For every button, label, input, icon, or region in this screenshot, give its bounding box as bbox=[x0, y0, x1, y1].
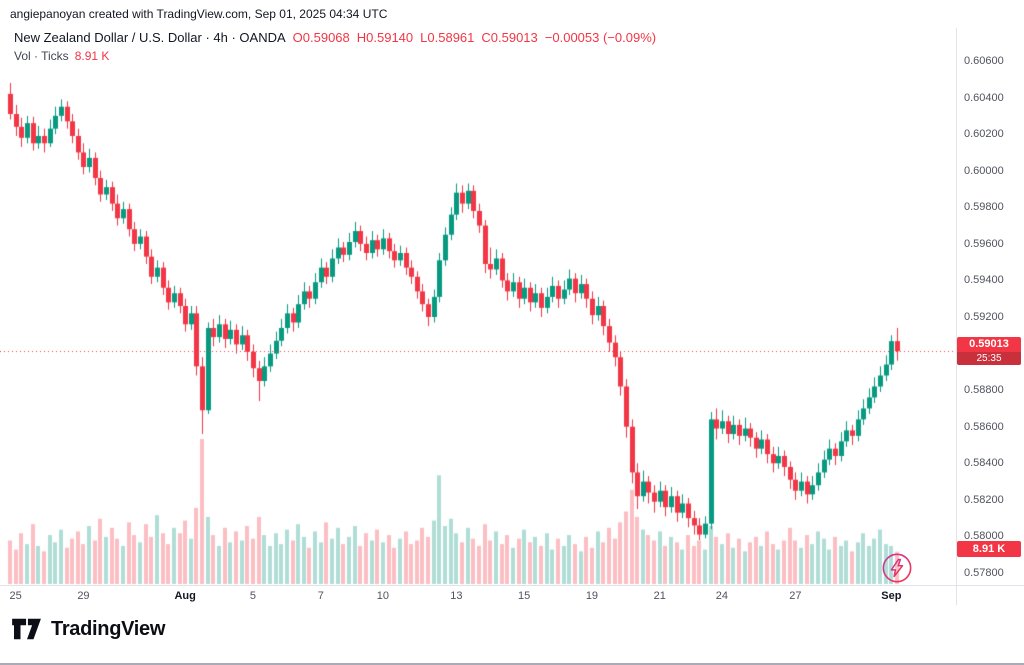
time-axis[interactable]: 25 29 Aug 5 7 10 13 15 19 21 24 27 Sep bbox=[0, 586, 956, 606]
chart-legend: New Zealand Dollar / U.S. Dollar · 4h · … bbox=[14, 29, 656, 65]
symbol-description[interactable]: New Zealand Dollar / U.S. Dollar · 4h · … bbox=[14, 30, 286, 45]
flash-icon bbox=[882, 553, 912, 583]
price-axis-label: 0.57800 bbox=[964, 567, 1004, 579]
ohlc-close: C0.59013 bbox=[481, 30, 538, 45]
ohlc-open: O0.59068 bbox=[292, 30, 350, 45]
price-axis-label: 0.60400 bbox=[964, 91, 1004, 104]
time-axis-label: 15 bbox=[518, 590, 531, 602]
price-axis-label: 0.60200 bbox=[964, 128, 1004, 141]
time-axis-label: 29 bbox=[77, 590, 90, 602]
time-axis-label: Sep bbox=[881, 590, 902, 602]
time-axis-label: 10 bbox=[376, 590, 390, 602]
price-axis-label: 0.58600 bbox=[964, 420, 1004, 433]
time-axis-separator bbox=[0, 585, 1024, 586]
time-axis-label: 25 bbox=[9, 590, 22, 602]
ohlc-high: H0.59140 bbox=[356, 30, 414, 45]
price-axis-label: 0.58000 bbox=[964, 530, 1004, 543]
ohlc-low: L0.58961 bbox=[420, 30, 475, 45]
time-axis-label: 7 bbox=[317, 590, 324, 602]
price-axis-label: 0.58800 bbox=[964, 384, 1004, 397]
price-axis-label: 0.60000 bbox=[964, 164, 1004, 177]
time-axis-label: Aug bbox=[174, 590, 196, 602]
time-axis-label: 5 bbox=[249, 590, 256, 602]
legend-volume-row: Vol · Ticks 8.91 K bbox=[14, 48, 656, 65]
price-axis-label: 0.58200 bbox=[964, 493, 1004, 506]
price-axis-separator bbox=[956, 28, 957, 605]
volume-indicator-label[interactable]: Vol · Ticks bbox=[14, 49, 69, 63]
tradingview-logo-icon bbox=[12, 618, 41, 640]
footer-branding: TradingView bbox=[12, 616, 165, 642]
bar-countdown: 25:35 bbox=[957, 352, 1021, 366]
legend-symbol-row: New Zealand Dollar / U.S. Dollar · 4h · … bbox=[14, 29, 656, 46]
tradingview-logo-text: TradingView bbox=[51, 617, 166, 640]
candlestick-chart[interactable] bbox=[0, 0, 956, 605]
price-axis-label: 0.59800 bbox=[964, 201, 1004, 214]
price-axis-label: 0.58400 bbox=[964, 457, 1004, 470]
price-axis-label: 0.59400 bbox=[964, 274, 1004, 287]
time-axis-label: 19 bbox=[585, 590, 599, 602]
current-price-badge: 0.59013 25:35 bbox=[957, 337, 1021, 366]
price-axis-label: 0.59600 bbox=[964, 237, 1004, 250]
price-change: −0.00053 (−0.09%) bbox=[544, 30, 657, 45]
time-axis-label: 24 bbox=[715, 590, 729, 602]
volume-value: 8.91 K bbox=[74, 49, 110, 63]
time-axis-label: 27 bbox=[789, 590, 802, 602]
price-axis[interactable]: 0.60600 0.60400 0.60200 0.60000 0.59800 0.596… bbox=[957, 28, 1024, 605]
time-axis-label: 13 bbox=[450, 590, 463, 602]
time-axis-label: 21 bbox=[653, 590, 666, 602]
price-axis-label: 0.60600 bbox=[964, 55, 1004, 67]
current-price-value: 0.59013 bbox=[957, 337, 1021, 353]
price-axis-label: 0.59200 bbox=[964, 311, 1004, 323]
volume-badge: 8.91 K bbox=[957, 541, 1021, 557]
